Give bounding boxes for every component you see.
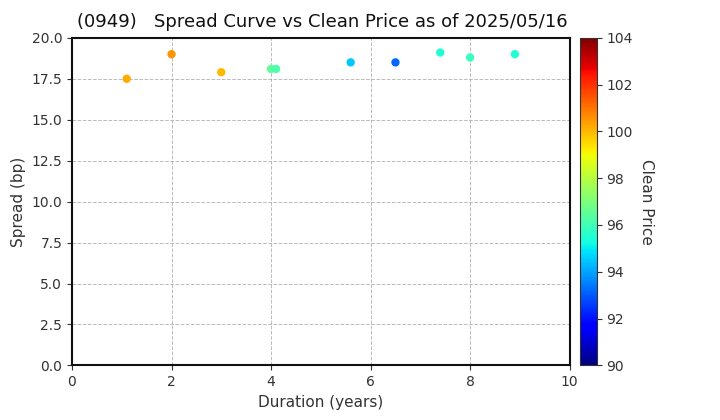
Point	[509, 51, 521, 58]
Point	[390, 59, 401, 66]
Y-axis label: Clean Price: Clean Price	[639, 159, 654, 244]
Text: (0949)   Spread Curve vs Clean Price as of 2025/05/16: (0949) Spread Curve vs Clean Price as of…	[77, 13, 567, 31]
Point	[265, 66, 276, 72]
Point	[345, 59, 356, 66]
Y-axis label: Spread (bp): Spread (bp)	[11, 157, 26, 247]
Point	[121, 75, 132, 82]
Point	[464, 54, 476, 61]
X-axis label: Duration (years): Duration (years)	[258, 395, 384, 409]
Point	[166, 51, 177, 58]
Point	[434, 49, 446, 56]
Point	[215, 69, 227, 76]
Point	[270, 66, 282, 72]
